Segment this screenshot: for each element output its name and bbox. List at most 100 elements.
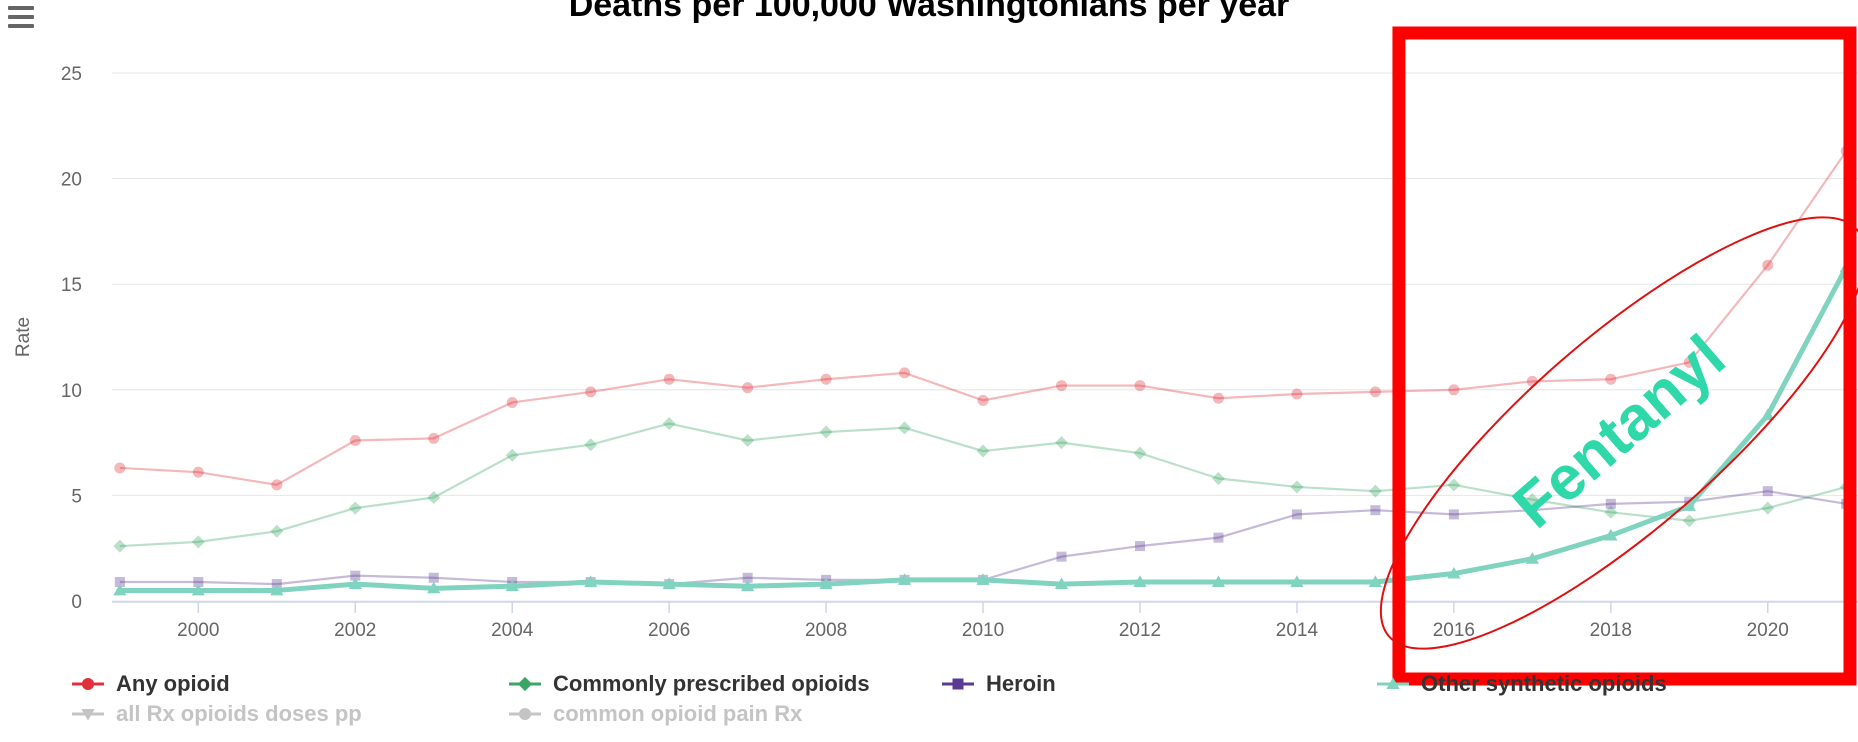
data-point[interactable] <box>1291 388 1303 400</box>
data-point[interactable] <box>114 462 126 474</box>
data-point[interactable] <box>271 479 283 491</box>
data-point[interactable] <box>428 432 440 444</box>
data-point[interactable] <box>349 434 361 446</box>
data-point[interactable] <box>348 577 362 590</box>
data-point[interactable] <box>819 425 833 439</box>
series-any-opioid[interactable] <box>114 145 1852 491</box>
data-point[interactable] <box>1604 528 1618 541</box>
data-point[interactable] <box>1211 472 1225 486</box>
legend-item-common-opioid-pain-rx[interactable]: common opioid pain Rx <box>507 700 802 728</box>
data-point[interactable] <box>428 572 439 583</box>
data-point[interactable] <box>742 382 754 394</box>
data-point[interactable] <box>1525 552 1539 564</box>
data-point[interactable] <box>506 396 518 408</box>
data-point[interactable] <box>1290 575 1304 587</box>
data-point[interactable] <box>1056 551 1067 562</box>
data-point[interactable] <box>113 583 127 596</box>
data-point[interactable] <box>1212 392 1224 404</box>
data-point[interactable] <box>1056 380 1068 392</box>
data-point[interactable] <box>1133 575 1147 587</box>
data-point[interactable] <box>1055 436 1069 450</box>
data-point[interactable] <box>192 466 204 478</box>
legend-item-all-rx-opioids-doses-pp[interactable]: all Rx opioids doses pp <box>70 700 362 728</box>
data-point[interactable] <box>584 575 598 587</box>
legend-item-other-synthetic-opioids[interactable]: Other synthetic opioids <box>1375 670 1667 698</box>
data-point[interactable] <box>1054 577 1069 590</box>
data-point[interactable] <box>348 501 362 515</box>
data-point[interactable] <box>113 539 127 553</box>
x-tick-label: 2010 <box>962 620 1004 641</box>
data-point[interactable] <box>427 491 441 505</box>
data-point[interactable] <box>1761 408 1775 421</box>
circle-legend-icon <box>509 707 541 721</box>
data-point[interactable] <box>1761 501 1775 515</box>
x-tick-label: 2016 <box>1433 620 1475 641</box>
data-point[interactable] <box>1683 356 1695 368</box>
data-point[interactable] <box>191 583 205 596</box>
legend-label: Commonly prescribed opioids <box>553 671 870 696</box>
data-point[interactable] <box>193 576 204 587</box>
data-point[interactable] <box>1605 373 1617 385</box>
data-point[interactable] <box>1133 446 1147 460</box>
data-point[interactable] <box>1447 566 1461 579</box>
series-other-synthetic-opioids[interactable] <box>113 260 1853 596</box>
data-point[interactable] <box>1213 532 1224 543</box>
data-point[interactable] <box>1762 259 1774 271</box>
data-point[interactable] <box>1525 493 1539 507</box>
data-point[interactable] <box>270 583 284 596</box>
data-point[interactable] <box>584 438 598 452</box>
data-point[interactable] <box>663 373 675 385</box>
data-point[interactable] <box>1448 509 1459 520</box>
data-point[interactable] <box>191 535 205 549</box>
data-point[interactable] <box>1368 484 1382 498</box>
data-point[interactable] <box>1211 575 1226 587</box>
diamond-legend-icon <box>509 676 541 692</box>
annotations: Fentanyl <box>1379 26 1858 686</box>
data-point[interactable] <box>505 579 519 592</box>
data-point[interactable] <box>897 573 912 585</box>
data-point[interactable] <box>585 386 597 398</box>
data-point[interactable] <box>742 572 753 583</box>
legend-item-heroin[interactable]: Heroin <box>940 670 1056 698</box>
data-point[interactable] <box>1526 375 1538 387</box>
data-point[interactable] <box>1448 384 1460 396</box>
data-point[interactable] <box>976 573 990 585</box>
data-point[interactable] <box>1134 541 1145 552</box>
grid-lines <box>112 72 1858 602</box>
data-point[interactable] <box>662 417 676 431</box>
data-point[interactable] <box>1368 575 1382 587</box>
data-point[interactable] <box>1527 505 1538 516</box>
hamburger-menu-icon[interactable] <box>6 0 36 36</box>
data-point[interactable] <box>1370 505 1381 516</box>
data-point[interactable] <box>1605 498 1616 509</box>
data-point[interactable] <box>1369 386 1381 398</box>
data-point[interactable] <box>899 367 911 379</box>
data-point[interactable] <box>1762 486 1773 497</box>
data-point[interactable] <box>1682 499 1696 511</box>
data-point[interactable] <box>1682 514 1696 528</box>
legend-item-any-opioid[interactable]: Any opioid <box>70 670 230 698</box>
data-point[interactable] <box>819 577 833 590</box>
series-lines <box>113 145 1853 596</box>
series-commonly-prescribed-opioids[interactable] <box>113 417 1853 553</box>
data-point[interactable] <box>1291 509 1302 520</box>
data-point[interactable] <box>662 577 676 590</box>
data-point[interactable] <box>1134 380 1146 392</box>
data-point[interactable] <box>1290 480 1304 494</box>
data-point[interactable] <box>976 444 990 458</box>
data-point[interactable] <box>1447 478 1461 492</box>
data-point[interactable] <box>114 576 125 587</box>
data-point[interactable] <box>741 433 755 447</box>
data-point[interactable] <box>820 373 832 385</box>
data-point[interactable] <box>898 421 912 435</box>
data-point[interactable] <box>977 394 989 406</box>
data-point[interactable] <box>1604 505 1618 519</box>
data-point[interactable] <box>741 579 755 592</box>
legend-label: common opioid pain Rx <box>553 701 803 726</box>
data-point[interactable] <box>350 570 361 581</box>
legend-item-commonly-prescribed-opioids[interactable]: Commonly prescribed opioids <box>507 670 870 698</box>
data-point[interactable] <box>427 581 441 594</box>
data-point[interactable] <box>505 448 519 462</box>
data-point[interactable] <box>270 524 284 538</box>
